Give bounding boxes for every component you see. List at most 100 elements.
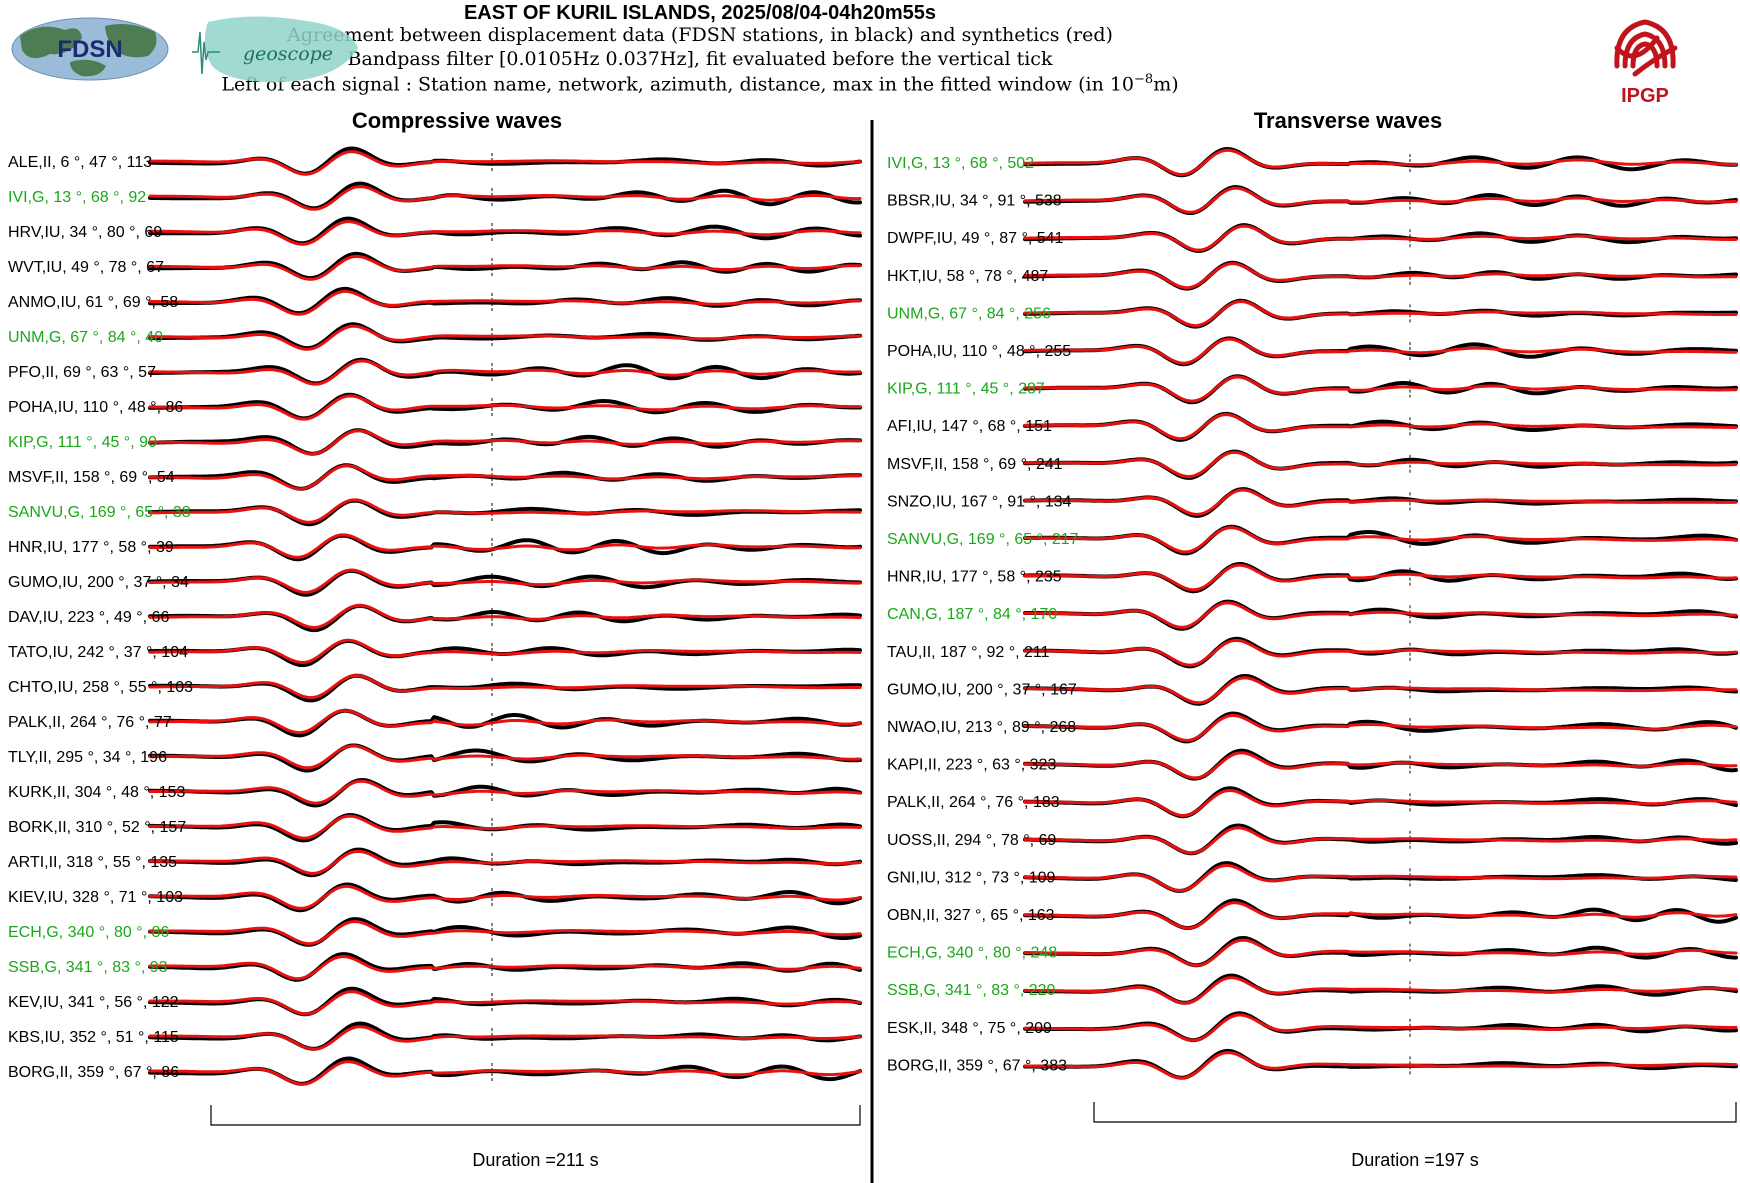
compressive-trace-row: ANMO,IU, 61 °, 69 °, 58 — [8, 286, 862, 316]
transverse-trace-row: AFI,IU, 147 °, 68 °, 151 — [887, 411, 1738, 442]
transverse-trace-row: UNM,G, 67 °, 84 °, 256 — [887, 298, 1738, 329]
compressive-synthetic-trace — [148, 1060, 862, 1086]
compressive-trace-row: SANVU,G, 169 °, 65 °, 38 — [8, 498, 862, 527]
header: EAST OF KURIL ISLANDS, 2025/08/04-04h20m… — [0, 0, 1740, 107]
compressive-station-label: POHA,IU, 110 °, 48 °, 86 — [8, 399, 183, 416]
compressive-trace-row: ALE,II, 6 °, 47 °, 113 — [8, 146, 862, 176]
transverse-synthetic-trace — [1023, 638, 1738, 667]
compressive-station-label: UNM,G, 67 °, 84 °, 40 — [8, 329, 163, 346]
compressive-station-label: HRV,IU, 34 °, 80 °, 69 — [8, 224, 162, 241]
transverse-trace-row: KAPI,II, 223 °, 63 °, 323 — [887, 748, 1738, 781]
transverse-synthetic-trace — [1023, 1013, 1738, 1042]
compressive-trace-row: POHA,IU, 110 °, 48 °, 86 — [8, 392, 862, 421]
transverse-station-label: HKT,IU, 58 °, 78 °, 487 — [887, 268, 1048, 285]
compressive-trace-row: BORG,II, 359 °, 67 °, 86 — [8, 1056, 862, 1086]
subtitle-line-3-exponent: −8 — [1134, 72, 1154, 87]
transverse-station-label: DWPF,IU, 49 °, 87 °, 541 — [887, 230, 1064, 247]
transverse-station-label: SANVU,G, 169 °, 65 °, 217 — [887, 531, 1079, 548]
compressive-station-label: CHTO,IU, 258 °, 55 °, 103 — [8, 679, 193, 696]
compressive-synthetic-trace — [148, 849, 862, 875]
compressive-synthetic-trace — [148, 498, 862, 524]
compressive-station-label: PFO,II, 69 °, 63 °, 57 — [8, 364, 156, 381]
transverse-station-label: HNR,IU, 177 °, 58 °, 235 — [887, 569, 1062, 586]
compressive-station-label: ARTI,II, 318 °, 55 °, 135 — [8, 854, 177, 871]
figure-title: EAST OF KURIL ISLANDS, 2025/08/04-04h20m… — [463, 2, 937, 24]
compressive-panel: Compressive waves ALE,II, 6 °, 47 °, 113 I… — [8, 108, 862, 1170]
compressive-trace-row: DAV,IU, 223 °, 49 °, 66 — [8, 603, 862, 633]
transverse-synthetic-trace — [1023, 1051, 1738, 1080]
transverse-station-label: POHA,IU, 110 °, 48 °, 255 — [887, 343, 1071, 360]
ipgp-logo-text: IPGP — [1621, 85, 1669, 107]
transverse-synthetic-trace — [1023, 337, 1738, 365]
compressive-station-label: TLY,II, 295 °, 34 °, 196 — [8, 749, 167, 766]
transverse-synthetic-trace — [1023, 224, 1738, 252]
compressive-trace-row: TLY,II, 295 °, 34 °, 196 — [8, 743, 862, 773]
compressive-synthetic-trace — [148, 254, 862, 281]
compressive-synthetic-trace — [148, 533, 862, 559]
transverse-trace-row: HNR,IU, 177 °, 58 °, 235 — [887, 562, 1738, 594]
transverse-station-label: ECH,G, 340 °, 80 °, 248 — [887, 945, 1057, 962]
transverse-station-label: UNM,G, 67 °, 84 °, 256 — [887, 305, 1051, 322]
compressive-synthetic-trace — [148, 709, 862, 735]
compressive-synthetic-trace — [148, 324, 862, 351]
transverse-station-label: ESK,II, 348 °, 75 °, 209 — [887, 1020, 1052, 1037]
transverse-duration-bracket — [1093, 1102, 1737, 1123]
compressive-trace-row: GUMO,IU, 200 °, 37 °, 34 — [8, 568, 862, 597]
compressive-station-label: ANMO,IU, 61 °, 69 °, 58 — [8, 294, 178, 311]
compressive-station-label: BORK,II, 310 °, 52 °, 157 — [8, 819, 186, 836]
transverse-synthetic-trace — [1023, 300, 1738, 328]
transverse-synthetic-trace — [1023, 976, 1738, 1005]
transverse-synthetic-trace — [1023, 751, 1738, 780]
compressive-station-label: WVT,IU, 49 °, 78 °, 67 — [8, 259, 164, 276]
compressive-synthetic-trace — [148, 359, 862, 386]
compressive-synthetic-trace — [148, 814, 862, 840]
fdsn-logo-text: FDSN — [57, 36, 122, 63]
transverse-synthetic-trace — [1023, 413, 1738, 441]
compressive-trace-row: SSB,G, 341 °, 83 °, 93 — [8, 952, 862, 982]
transverse-synthetic-trace — [1023, 148, 1738, 176]
transverse-synthetic-trace — [1023, 713, 1738, 742]
compressive-station-label: HNR,IU, 177 °, 58 °, 39 — [8, 539, 174, 556]
compressive-synthetic-trace — [148, 955, 862, 981]
compressive-synthetic-trace — [148, 779, 862, 805]
transverse-trace-row: DWPF,IU, 49 °, 87 °, 541 — [887, 223, 1738, 253]
transverse-station-label: GUMO,IU, 200 °, 37 °, 167 — [887, 681, 1077, 698]
transverse-station-label: CAN,G, 187 °, 84 °, 170 — [887, 606, 1057, 623]
transverse-trace-row: GUMO,IU, 200 °, 37 °, 167 — [887, 674, 1738, 706]
compressive-duration-bracket — [210, 1105, 861, 1126]
transverse-station-label: SNZO,IU, 167 °, 91 °, 134 — [887, 493, 1072, 510]
transverse-trace-row: ECH,G, 340 °, 80 °, 248 — [887, 936, 1738, 968]
ipgp-logo: IPGP — [1614, 19, 1678, 107]
compressive-synthetic-trace — [148, 464, 862, 491]
compressive-station-label: DAV,IU, 223 °, 49 °, 66 — [8, 609, 169, 626]
compressive-synthetic-trace — [148, 394, 862, 421]
compressive-station-label: IVI,G, 13 °, 68 °, 92 — [8, 189, 146, 206]
transverse-station-label: MSVF,II, 158 °, 69 °, 241 — [887, 456, 1063, 473]
transverse-trace-row: CAN,G, 187 °, 84 °, 170 — [887, 599, 1738, 631]
compressive-station-label: PALK,II, 264 °, 76 °, 77 — [8, 714, 172, 731]
compressive-synthetic-trace — [148, 568, 862, 594]
compressive-station-label: GUMO,IU, 200 °, 37 °, 34 — [8, 574, 189, 591]
compressive-station-label: KIP,G, 111 °, 45 °, 90 — [8, 434, 157, 451]
transverse-synthetic-trace — [1023, 526, 1738, 554]
compressive-station-label: KEV,IU, 341 °, 56 °, 122 — [8, 994, 179, 1011]
compressive-synthetic-trace — [148, 884, 862, 910]
subtitle-line-1: Agreement between displacement data (FDS… — [287, 24, 1113, 46]
compressive-trace-row: CHTO,IU, 258 °, 55 °, 103 — [8, 673, 862, 703]
compressive-station-label: ECH,G, 340 °, 80 °, 86 — [8, 924, 169, 941]
compressive-station-label: TATO,IU, 242 °, 37 °, 104 — [8, 644, 188, 661]
transverse-synthetic-trace — [1023, 901, 1738, 930]
transverse-synthetic-trace — [1023, 863, 1738, 893]
compressive-station-label: KURK,II, 304 °, 48 °, 153 — [8, 784, 185, 801]
transverse-trace-row: IVI,G, 13 °, 68 °, 502 — [887, 147, 1738, 178]
transverse-synthetic-trace — [1023, 262, 1738, 290]
transverse-station-label: UOSS,II, 294 °, 78 °, 69 — [887, 832, 1056, 849]
compressive-station-label: KIEV,IU, 328 °, 71 °, 103 — [8, 889, 183, 906]
compressive-synthetic-trace — [148, 150, 862, 176]
compressive-station-label: BORG,II, 359 °, 67 °, 86 — [8, 1064, 179, 1081]
compressive-synthetic-trace — [148, 603, 862, 629]
transverse-station-label: OBN,II, 327 °, 65 °, 163 — [887, 907, 1055, 924]
transverse-synthetic-trace — [1023, 450, 1738, 478]
compressive-synthetic-trace — [148, 674, 862, 700]
compressive-station-label: SANVU,G, 169 °, 65 °, 38 — [8, 504, 191, 521]
